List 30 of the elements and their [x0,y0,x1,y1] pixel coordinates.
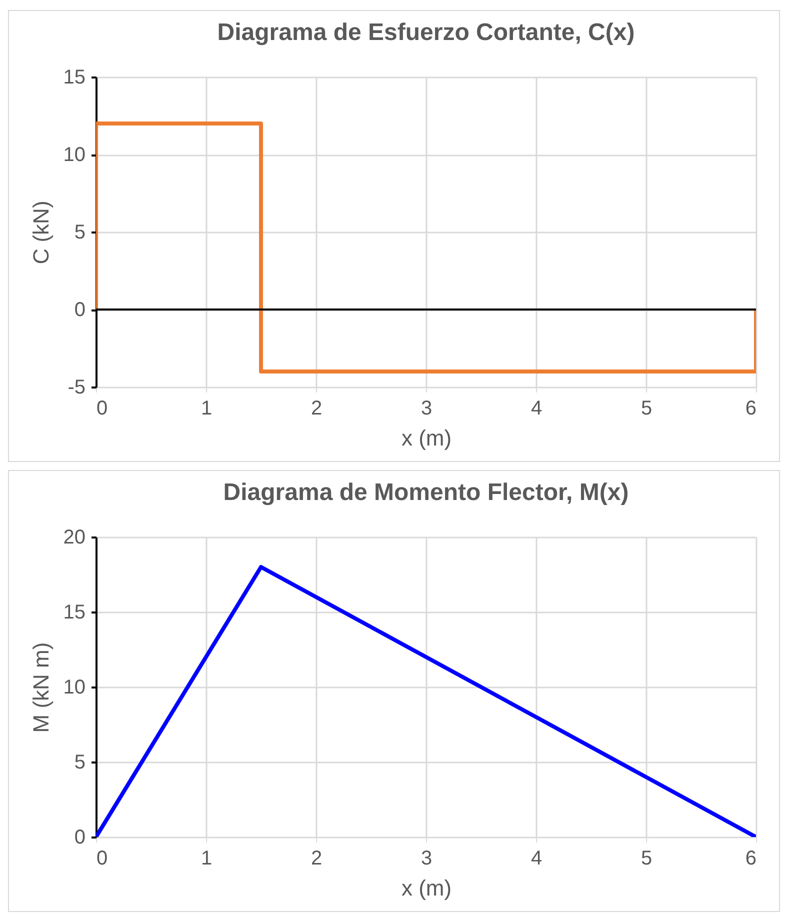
x-tick-label: 2 [310,848,322,870]
x-tick-label: 2 [310,398,322,420]
y-tick-label: -5 [68,376,86,398]
x-tick-label: 3 [420,398,432,420]
x-tick-label: 5 [640,848,652,870]
y-tick-label: 15 [63,66,86,88]
y-axis-title: M (kN m) [28,642,54,733]
chart-title: Diagrama de Esfuerzo Cortante, C(x) [217,19,635,46]
x-tick-label: 4 [530,398,542,420]
x-tick-label: 3 [420,848,432,870]
x-tick-label: 6 [745,848,756,870]
y-tick-label: 5 [74,752,86,774]
y-tick-label: 0 [74,826,86,848]
x-tick-label: 0 [96,398,108,420]
x-axis-title: x (m) [401,426,452,450]
x-axis-title: x (m) [401,876,452,900]
x-tick-label: 4 [530,848,542,870]
x-tick-label: 6 [745,398,756,420]
chart-title: Diagrama de Momento Flector, M(x) [223,479,629,506]
y-tick-label: 0 [74,299,86,321]
x-tick-label: 5 [640,398,652,420]
y-tick-label: 20 [63,526,86,548]
x-tick-label: 1 [200,398,212,420]
y-tick-label: 5 [74,222,86,244]
y-axis-title: C (kN) [28,200,54,264]
x-tick-label: 0 [96,848,108,870]
y-tick-label: 15 [63,602,86,624]
y-tick-label: 10 [63,144,86,166]
x-tick-label: 1 [200,848,212,870]
y-tick-label: 10 [63,676,86,698]
